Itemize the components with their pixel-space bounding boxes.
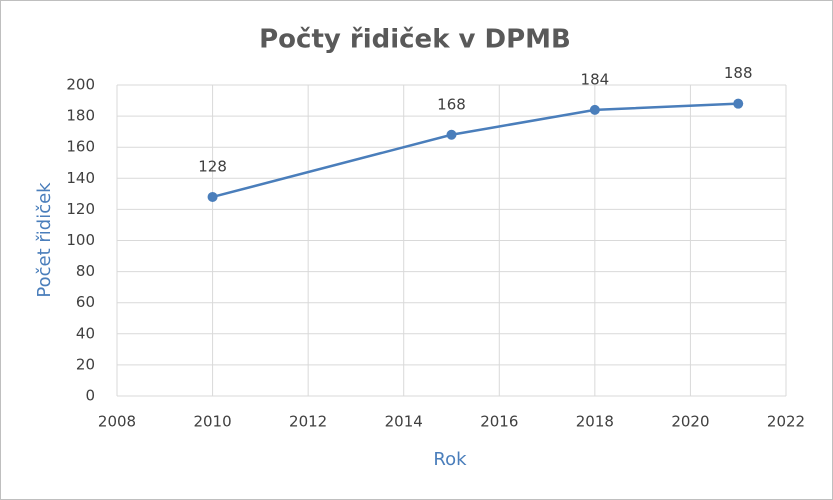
y-tick-label: 160 (66, 138, 95, 156)
data-point (589, 104, 600, 115)
x-tick-label: 2022 (767, 413, 805, 431)
y-tick-label: 100 (66, 231, 95, 249)
y-axis-label: Počet řidiček (34, 182, 55, 298)
x-axis-label: Rok (433, 449, 467, 470)
series-line (212, 102, 739, 199)
x-tick-label: 2012 (289, 413, 327, 431)
x-tick-label: 2014 (385, 413, 423, 431)
y-tick-label: 40 (76, 324, 95, 342)
data-label: 188 (724, 64, 753, 82)
y-tick-label: 200 (66, 76, 95, 94)
data-point (207, 191, 218, 202)
y-tick-label: 140 (66, 169, 95, 187)
y-tick-label: 120 (66, 200, 95, 218)
data-point (446, 129, 457, 140)
y-tick-label: 80 (76, 262, 95, 280)
data-label: 128 (198, 157, 227, 175)
y-tick-label: 0 (85, 387, 95, 405)
y-tick-label: 20 (76, 355, 95, 373)
x-tick-label: 2016 (480, 413, 518, 431)
chart-title: Počty řidiček v DPMB (259, 25, 571, 55)
x-tick-label: 2008 (98, 413, 136, 431)
data-label: 168 (437, 95, 466, 113)
data-label: 184 (581, 70, 610, 88)
y-tick-label: 60 (76, 293, 95, 311)
x-tick-label: 2018 (576, 413, 614, 431)
data-point (733, 98, 744, 109)
y-tick-label: 180 (66, 107, 95, 125)
x-tick-label: 2020 (671, 413, 709, 431)
x-tick-label: 2010 (193, 413, 231, 431)
